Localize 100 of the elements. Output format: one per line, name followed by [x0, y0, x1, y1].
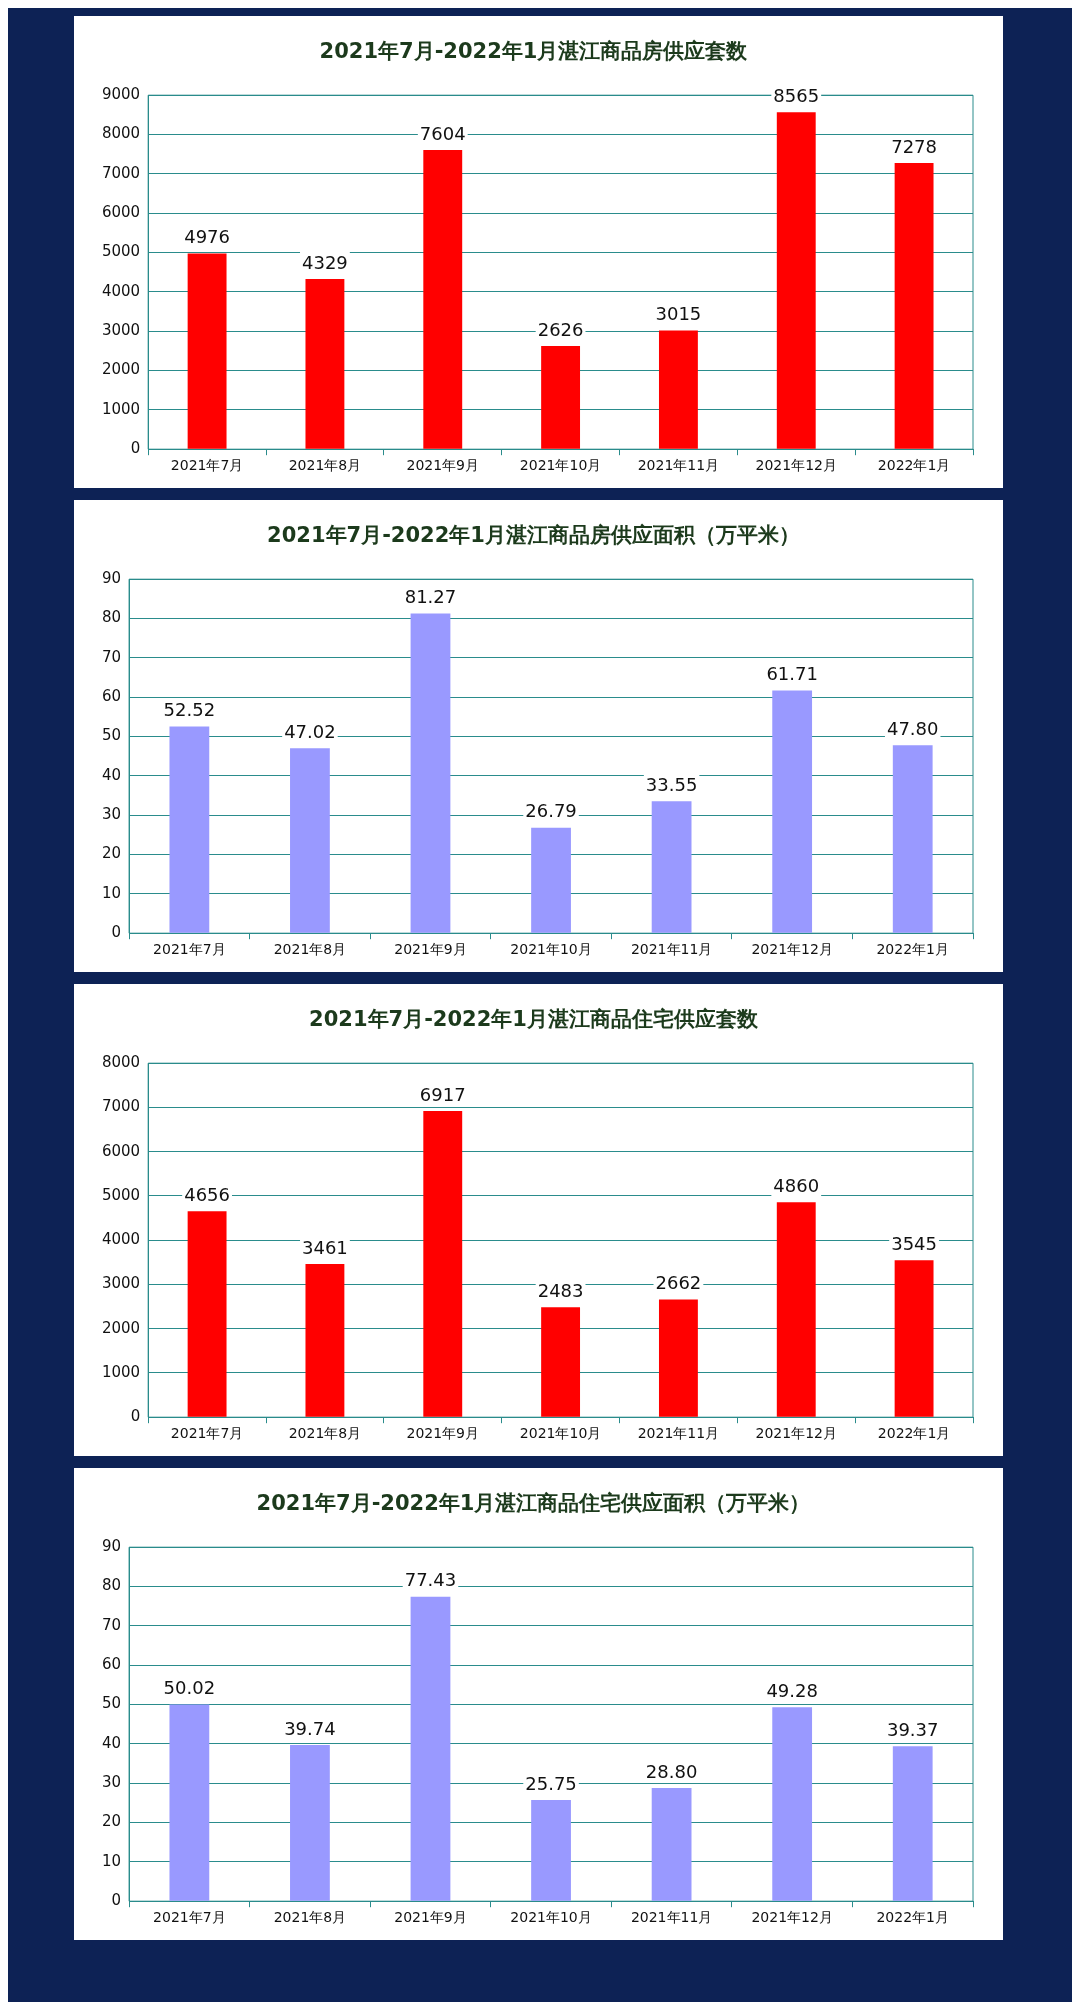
y-tick-label: 4000	[101, 1230, 141, 1249]
x-tick-label: 2022年1月	[877, 457, 951, 474]
chart-title: 2021年7月-2022年1月湛江商品房供应套数	[319, 39, 749, 64]
x-tick-label: 2021年9月	[394, 941, 467, 958]
data-label: 47.02	[284, 720, 336, 742]
data-label: 4329	[302, 251, 348, 273]
y-tick-label: 90	[101, 1537, 122, 1556]
data-label: 2626	[537, 318, 584, 340]
data-label: 6917	[419, 1083, 466, 1105]
y-tick-label: 60	[101, 687, 122, 706]
y-tick-label: 4000	[101, 281, 141, 300]
data-label: 3015	[655, 303, 702, 325]
bar	[776, 112, 816, 449]
y-tick-label: 50	[101, 726, 122, 745]
bar	[305, 278, 345, 449]
x-tick-label: 2021年7月	[153, 1909, 226, 1926]
x-tick-label: 2021年11月	[630, 1909, 713, 1926]
y-tick-label: 6000	[101, 1141, 141, 1160]
y-tick-label: 0	[111, 923, 122, 942]
data-label: 77.43	[404, 1569, 457, 1591]
y-tick-label: 30	[101, 1773, 122, 1792]
y-tick-label: 20	[101, 844, 122, 863]
y-tick-label: 70	[101, 1615, 122, 1634]
data-label: 81.27	[404, 586, 457, 608]
bar	[187, 253, 227, 449]
bar	[892, 1746, 933, 1901]
bar	[892, 745, 933, 933]
data-label: 61.71	[766, 663, 818, 685]
y-tick-label: 10	[101, 883, 122, 902]
x-tick-label: 2021年7月	[170, 1425, 244, 1442]
data-label: 7604	[419, 122, 466, 144]
y-tick-label: 20	[101, 1812, 122, 1831]
y-tick-label: 0	[130, 439, 141, 458]
data-label: 25.75	[525, 1772, 577, 1794]
y-tick-label: 7000	[101, 1097, 141, 1116]
bar	[658, 1299, 698, 1417]
bar	[169, 1704, 210, 1901]
y-tick-label: 80	[101, 1576, 122, 1595]
bar	[658, 330, 698, 449]
x-tick-label: 2021年7月	[170, 457, 244, 474]
x-tick-label: 2021年12月	[751, 1909, 833, 1926]
data-label: 50.02	[163, 1677, 216, 1699]
y-tick-label: 0	[111, 1891, 122, 1910]
x-tick-label: 2021年12月	[755, 457, 837, 474]
bar	[169, 726, 210, 933]
data-label: 28.80	[645, 1760, 698, 1782]
data-label: 3545	[891, 1233, 937, 1255]
x-tick-label: 2021年8月	[273, 941, 347, 958]
y-tick-label: 1000	[101, 1362, 141, 1381]
y-tick-label: 5000	[101, 1185, 141, 1204]
x-tick-label: 2021年10月	[519, 457, 602, 474]
x-tick-label: 2021年9月	[394, 1909, 467, 1926]
y-tick-label: 2000	[101, 1318, 141, 1337]
x-tick-label: 2021年9月	[406, 457, 480, 474]
data-label: 39.74	[284, 1717, 336, 1739]
x-tick-label: 2021年12月	[751, 941, 833, 958]
y-tick-label: 3000	[101, 1274, 141, 1293]
y-tick-label: 8000	[101, 124, 141, 143]
y-tick-label: 50	[101, 1694, 122, 1713]
x-tick-label: 2021年7月	[153, 941, 226, 958]
bar	[410, 1596, 451, 1901]
y-tick-label: 60	[101, 1655, 122, 1674]
data-label: 2483	[537, 1280, 584, 1301]
chart-title: 2021年7月-2022年1月湛江商品房供应面积（万平米）	[267, 523, 800, 548]
y-tick-label: 10	[101, 1851, 122, 1870]
y-tick-label: 7000	[101, 163, 141, 182]
x-tick-label: 2021年9月	[406, 1425, 480, 1442]
bar	[772, 690, 813, 933]
bar	[541, 1307, 581, 1417]
y-tick-label: 40	[101, 1733, 122, 1752]
x-tick-label: 2022年1月	[876, 941, 949, 958]
y-tick-label: 90	[101, 569, 122, 588]
chart-title: 2021年7月-2022年1月湛江商品住宅供应面积（万平米）	[256, 1491, 811, 1516]
data-label: 4860	[773, 1174, 820, 1196]
bar	[187, 1211, 227, 1417]
data-label: 52.52	[163, 699, 216, 721]
x-tick-label: 2021年11月	[630, 941, 713, 958]
y-tick-label: 0	[130, 1407, 141, 1426]
x-tick-label: 2022年1月	[876, 1909, 949, 1926]
y-tick-label: 40	[101, 765, 122, 784]
bar	[290, 748, 330, 933]
bar	[541, 345, 581, 449]
x-tick-label: 2021年10月	[510, 941, 592, 958]
chart-title: 2021年7月-2022年1月湛江商品住宅供应套数	[309, 1007, 759, 1032]
x-tick-label: 2022年1月	[877, 1425, 951, 1442]
y-tick-label: 30	[101, 805, 122, 824]
y-tick-label: 5000	[101, 242, 141, 261]
data-label: 4976	[184, 226, 230, 248]
bar	[531, 827, 571, 933]
data-label: 3461	[302, 1236, 348, 1258]
y-tick-label: 2000	[101, 360, 141, 379]
data-label: 47.80	[886, 717, 939, 739]
bar	[423, 1111, 463, 1417]
bar	[290, 1744, 330, 1901]
data-label: 49.28	[766, 1680, 818, 1702]
bar	[776, 1202, 816, 1417]
bar	[894, 162, 934, 449]
y-tick-label: 3000	[101, 321, 141, 340]
x-tick-label: 2021年10月	[519, 1425, 602, 1442]
y-tick-label: 80	[101, 608, 122, 627]
